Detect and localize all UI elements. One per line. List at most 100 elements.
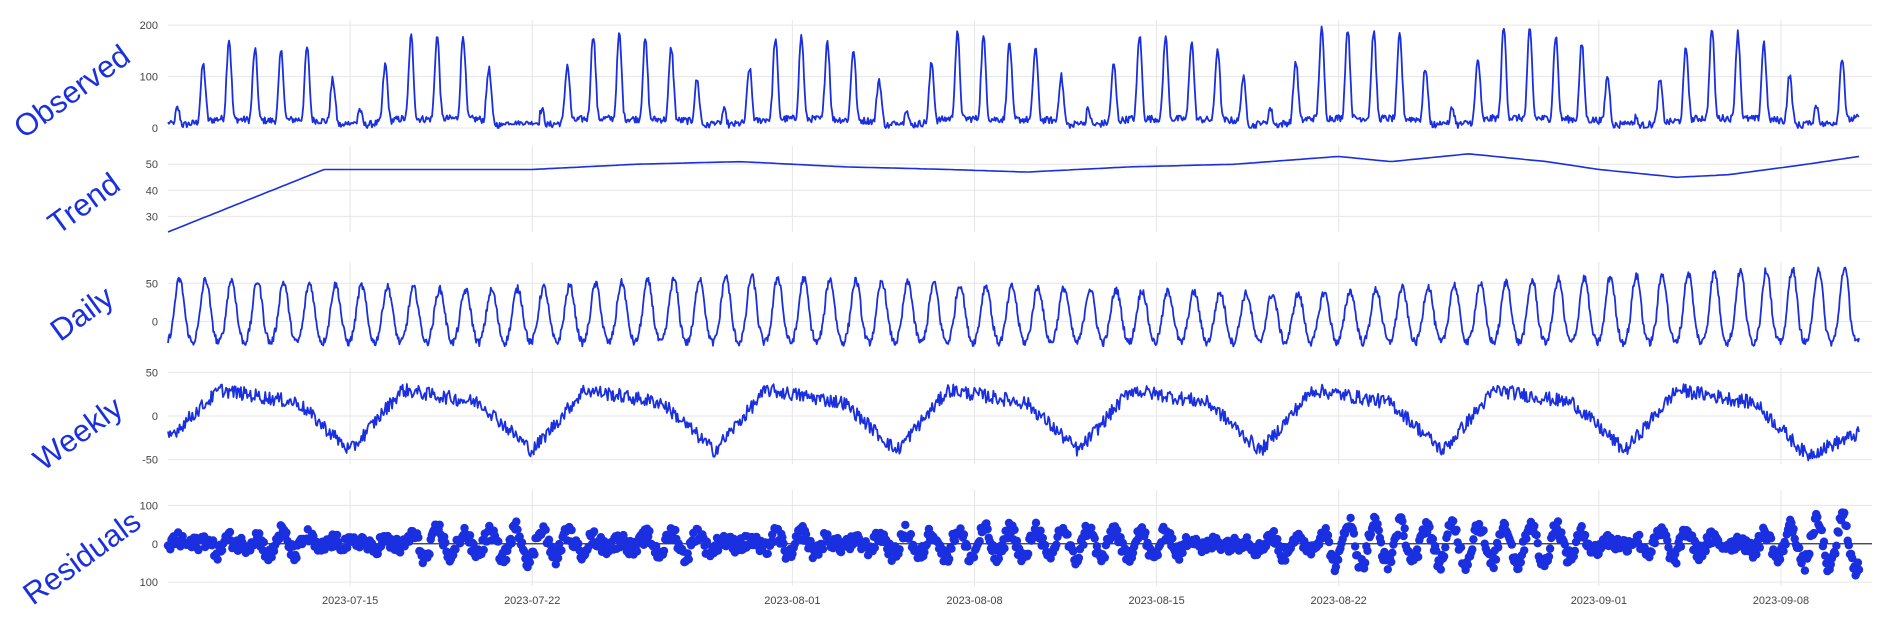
residual-point bbox=[1100, 553, 1110, 562]
residual-point bbox=[1452, 525, 1461, 534]
y-tick-label: 30 bbox=[146, 211, 158, 223]
residual-point bbox=[1560, 540, 1570, 549]
residual-point bbox=[1178, 548, 1187, 558]
residual-point bbox=[502, 555, 511, 565]
residual-point bbox=[1387, 557, 1396, 567]
residual-point bbox=[1323, 531, 1333, 540]
residual-point bbox=[702, 537, 712, 546]
residual-point bbox=[292, 553, 301, 563]
residual-point bbox=[1789, 524, 1798, 534]
y-tick-label: 0 bbox=[152, 539, 158, 551]
y-tick-label: 0 bbox=[152, 123, 158, 135]
residual-point bbox=[1800, 566, 1810, 575]
residual-point bbox=[895, 545, 904, 554]
residual-point bbox=[589, 527, 599, 536]
residual-point bbox=[255, 529, 264, 538]
residual-point bbox=[1779, 547, 1788, 556]
residual-point bbox=[479, 545, 488, 555]
residual-point bbox=[763, 549, 772, 558]
residual-point bbox=[1443, 530, 1452, 539]
residual-point bbox=[1544, 552, 1554, 561]
residual-point bbox=[779, 539, 788, 548]
y-tick-label: 100 bbox=[140, 500, 158, 512]
residual-point bbox=[1650, 539, 1660, 548]
residual-point bbox=[208, 536, 218, 545]
residual-point bbox=[1848, 553, 1857, 563]
residual-point bbox=[906, 530, 916, 539]
residual-point bbox=[1570, 546, 1580, 556]
residual-point bbox=[1474, 519, 1484, 529]
residual-point bbox=[947, 544, 956, 553]
residual-point bbox=[1383, 565, 1393, 574]
x-tick-label: 2023-08-01 bbox=[764, 595, 820, 607]
residual-point bbox=[1844, 541, 1854, 550]
residual-point bbox=[1052, 540, 1061, 549]
residual-point bbox=[1012, 536, 1022, 546]
series-line-observed bbox=[167, 25, 1860, 129]
residual-point bbox=[1349, 529, 1359, 538]
x-tick-label: 2023-08-08 bbox=[946, 595, 1002, 607]
residual-point bbox=[801, 530, 811, 539]
residual-point bbox=[460, 523, 469, 533]
y-tick-label: 100 bbox=[140, 72, 158, 84]
residual-point bbox=[1273, 534, 1282, 544]
residual-point bbox=[1321, 524, 1331, 533]
residual-point bbox=[1031, 518, 1041, 527]
residual-point bbox=[994, 554, 1003, 563]
residual-point bbox=[1805, 549, 1814, 559]
residual-point bbox=[1623, 546, 1633, 556]
residual-point bbox=[217, 546, 227, 555]
residual-point bbox=[1141, 528, 1150, 537]
residual-point bbox=[1809, 528, 1819, 538]
residual-point bbox=[525, 558, 535, 567]
residual-point bbox=[1507, 540, 1517, 549]
residual-point bbox=[1468, 545, 1477, 554]
residual-point bbox=[823, 530, 832, 539]
x-tick-label: 2023-09-08 bbox=[1753, 595, 1809, 607]
residual-point bbox=[684, 555, 693, 564]
shared-x-axis: 2023-07-15 2023-07-22 2023-08-01 2023-08-08… bbox=[322, 595, 1809, 607]
residual-point bbox=[414, 533, 423, 542]
residual-point bbox=[1817, 525, 1827, 535]
residual-point bbox=[567, 525, 576, 535]
residual-point bbox=[1755, 543, 1765, 552]
residual-point bbox=[1346, 513, 1355, 523]
residual-point bbox=[1242, 533, 1252, 542]
residual-point bbox=[659, 546, 669, 556]
x-tick-label: 2023-08-15 bbox=[1128, 595, 1184, 607]
residual-point bbox=[1363, 546, 1372, 555]
residual-point bbox=[1376, 538, 1386, 547]
residual-point bbox=[1752, 550, 1761, 559]
residual-point bbox=[194, 545, 203, 555]
residual-point bbox=[1350, 542, 1360, 551]
y-tick-label: 40 bbox=[146, 185, 158, 197]
residual-point bbox=[1063, 530, 1072, 539]
residual-point bbox=[870, 543, 879, 552]
row-label-trend: Trend bbox=[41, 166, 126, 241]
residual-point bbox=[632, 547, 642, 556]
residual-point bbox=[1373, 519, 1382, 529]
residual-point bbox=[494, 537, 503, 546]
residual-point bbox=[600, 537, 609, 546]
residual-point bbox=[1775, 555, 1785, 564]
residual-point bbox=[507, 538, 516, 548]
residual-point bbox=[1701, 546, 1710, 556]
residual-point bbox=[1000, 544, 1009, 553]
x-tick-label: 2023-08-22 bbox=[1311, 595, 1367, 607]
residual-point bbox=[1500, 520, 1510, 529]
residual-point bbox=[1469, 535, 1478, 544]
residual-point bbox=[1494, 543, 1503, 552]
residual-point bbox=[1832, 541, 1841, 550]
y-tick-label: 200 bbox=[140, 20, 158, 32]
residual-point bbox=[1314, 540, 1324, 549]
residual-point bbox=[1331, 562, 1341, 572]
y-tick-label: 50 bbox=[146, 367, 158, 379]
residual-point bbox=[465, 531, 475, 540]
residual-point bbox=[945, 554, 954, 564]
residual-point bbox=[1663, 536, 1672, 545]
panel-daily: 0 50 Daily bbox=[44, 262, 1872, 348]
panel-observed: 0 100 200 Observed bbox=[7, 20, 1872, 145]
residual-point bbox=[1400, 524, 1409, 533]
residual-point bbox=[1425, 522, 1434, 532]
